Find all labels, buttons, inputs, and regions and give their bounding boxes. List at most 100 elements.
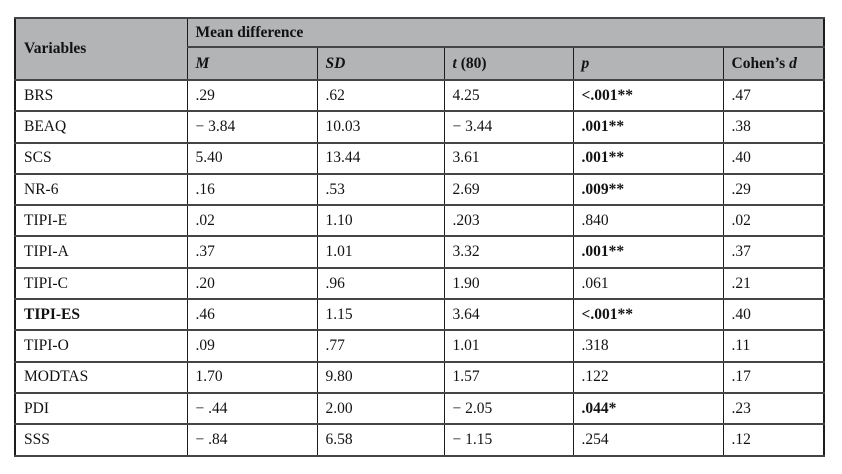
cell-t: 1.57 bbox=[443, 360, 574, 394]
cell-t: 2.69 bbox=[443, 172, 574, 207]
table-row: TIPI-A .37 1.01 3.32 .001** .37 bbox=[14, 235, 825, 269]
table-row: SSS − .84 6.58 − 1.15 .254 .12 bbox=[14, 423, 825, 457]
cell-variable: TIPI-C bbox=[14, 266, 188, 301]
cell-p: .001** bbox=[572, 235, 724, 269]
cell-t: − 2.05 bbox=[443, 391, 574, 426]
cell-t: 3.61 bbox=[443, 141, 574, 175]
cell-sd: 9.80 bbox=[316, 360, 445, 394]
cell-p: .254 bbox=[572, 423, 724, 457]
cell-sd: 13.44 bbox=[316, 141, 445, 175]
cell-m: .02 bbox=[186, 204, 318, 238]
cell-p: .044* bbox=[572, 391, 724, 426]
cell-d: .02 bbox=[722, 204, 825, 238]
header-label-italic: p bbox=[581, 54, 590, 72]
cell-p: .001** bbox=[572, 110, 724, 144]
table-row: BRS .29 .62 4.25 <.001** .47 bbox=[14, 78, 825, 113]
cell-m: − .84 bbox=[186, 423, 318, 457]
cell-d: .29 bbox=[722, 172, 825, 207]
cell-t: 3.64 bbox=[443, 298, 574, 332]
cell-p: .122 bbox=[572, 360, 724, 394]
cell-sd: 2.00 bbox=[316, 391, 445, 426]
cell-p: .001** bbox=[572, 141, 724, 175]
table-body: BRS .29 .62 4.25 <.001** .47 BEAQ − 3.84… bbox=[14, 78, 825, 457]
cell-variable: TIPI-O bbox=[14, 329, 188, 363]
table-row: TIPI-ES .46 1.15 3.64 <.001** .40 bbox=[14, 298, 825, 332]
cell-t: 3.32 bbox=[443, 235, 574, 269]
cell-variable: TIPI-ES bbox=[14, 298, 188, 332]
cell-d: .12 bbox=[722, 423, 825, 457]
cell-p: <.001** bbox=[572, 78, 724, 113]
header-label-part: (80) bbox=[456, 54, 487, 72]
cell-d: .37 bbox=[722, 235, 825, 269]
results-table: Variables Mean difference M SD t (80) p … bbox=[14, 17, 825, 457]
cell-d: .23 bbox=[722, 391, 825, 426]
cell-m: 5.40 bbox=[186, 141, 318, 175]
cell-variable: SSS bbox=[14, 423, 188, 457]
table-row: TIPI-O .09 .77 1.01 .318 .11 bbox=[14, 329, 825, 363]
cell-m: .20 bbox=[186, 266, 318, 301]
table-row: NR-6 .16 .53 2.69 .009** .29 bbox=[14, 172, 825, 207]
column-header-row: M SD t (80) p Cohen’s d bbox=[15, 46, 825, 81]
cell-t: 1.01 bbox=[443, 329, 574, 363]
group-header-row: Variables Mean difference bbox=[14, 17, 825, 81]
table-row: MODTAS 1.70 9.80 1.57 .122 .17 bbox=[14, 360, 825, 394]
cell-m: .09 bbox=[186, 329, 318, 363]
cell-sd: 6.58 bbox=[316, 423, 445, 457]
group-header-mean-difference: Mean difference bbox=[186, 17, 825, 48]
cell-sd: .77 bbox=[316, 329, 445, 363]
header-label-italic: t bbox=[452, 54, 457, 72]
table-header: Variables Mean difference M SD t (80) p … bbox=[14, 17, 825, 81]
cell-variable: TIPI-A bbox=[14, 235, 188, 269]
cell-p: .840 bbox=[572, 204, 724, 238]
cell-t: 1.90 bbox=[443, 266, 574, 301]
cell-variable: TIPI-E bbox=[14, 204, 188, 238]
cell-d: .40 bbox=[722, 141, 825, 175]
table-row: PDI − .44 2.00 − 2.05 .044* .23 bbox=[14, 391, 825, 426]
column-header-m: M bbox=[186, 46, 318, 81]
cell-t: − 1.15 bbox=[443, 423, 574, 457]
cell-m: .37 bbox=[186, 235, 318, 269]
cell-d: .38 bbox=[722, 110, 825, 144]
column-header-variables: Variables bbox=[14, 17, 188, 81]
table-row: TIPI-E .02 1.10 .203 .840 .02 bbox=[14, 204, 825, 238]
cell-m: − 3.84 bbox=[186, 110, 318, 144]
cell-d: .47 bbox=[722, 78, 825, 113]
column-header-p: p bbox=[572, 46, 724, 81]
table-row: TIPI-C .20 .96 1.90 .061 .21 bbox=[14, 266, 825, 301]
cell-m: .29 bbox=[186, 78, 318, 113]
cell-p: .009** bbox=[572, 172, 724, 207]
column-header-t80: t (80) bbox=[443, 46, 574, 81]
cell-sd: .96 bbox=[316, 266, 445, 301]
cell-d: .17 bbox=[722, 360, 825, 394]
table-row: SCS 5.40 13.44 3.61 .001** .40 bbox=[14, 141, 825, 175]
cell-t: − 3.44 bbox=[443, 110, 574, 144]
cell-variable: NR-6 bbox=[14, 172, 188, 207]
header-label-part: Cohen’s bbox=[731, 54, 790, 72]
header-label-italic: SD bbox=[325, 54, 346, 72]
cell-sd: .62 bbox=[316, 78, 445, 113]
cell-variable: MODTAS bbox=[14, 360, 188, 394]
cell-variable: SCS bbox=[14, 141, 188, 175]
column-header-cohens-d: Cohen’s d bbox=[722, 46, 825, 81]
cell-sd: .53 bbox=[316, 172, 445, 207]
cell-d: .11 bbox=[722, 329, 825, 363]
cell-t: .203 bbox=[443, 204, 574, 238]
cell-d: .21 bbox=[722, 266, 825, 301]
cell-sd: 10.03 bbox=[316, 110, 445, 144]
cell-p: .318 bbox=[572, 329, 724, 363]
cell-variable: PDI bbox=[14, 391, 188, 426]
table-row: BEAQ − 3.84 10.03 − 3.44 .001** .38 bbox=[14, 110, 825, 144]
header-label-italic: d bbox=[789, 54, 797, 72]
cell-p: .061 bbox=[572, 266, 724, 301]
cell-sd: 1.01 bbox=[316, 235, 445, 269]
cell-m: 1.70 bbox=[186, 360, 318, 394]
cell-sd: 1.15 bbox=[316, 298, 445, 332]
cell-t: 4.25 bbox=[443, 78, 574, 113]
column-header-sd: SD bbox=[316, 46, 445, 81]
cell-d: .40 bbox=[722, 298, 825, 332]
cell-variable: BRS bbox=[14, 78, 188, 113]
cell-m: .16 bbox=[186, 172, 318, 207]
cell-p: <.001** bbox=[572, 298, 724, 332]
cell-variable: BEAQ bbox=[14, 110, 188, 144]
